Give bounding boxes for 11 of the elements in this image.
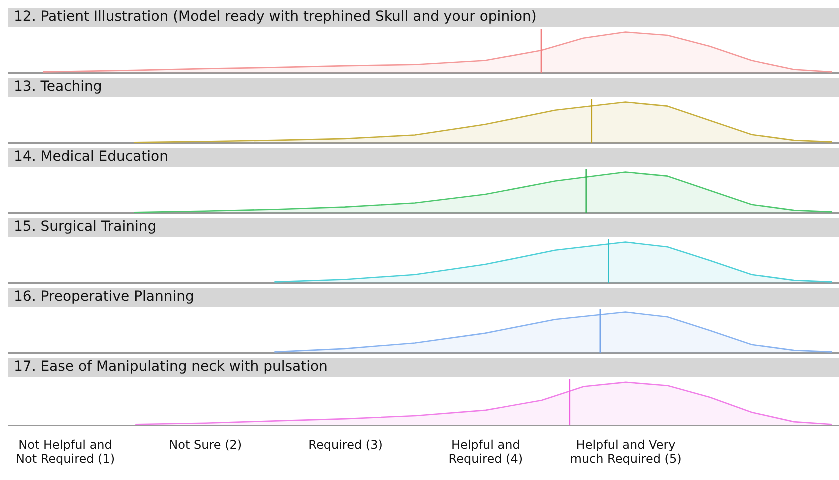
chart-title: 14. Medical Education: [8, 148, 839, 167]
x-tick-label: Not Sure (2): [169, 438, 242, 452]
x-tick-label: Not Helpful and Not Required (1): [16, 438, 116, 466]
chart-title: 15. Surgical Training: [8, 218, 839, 237]
chart-title: 13. Teaching: [8, 78, 839, 97]
chart-title: 17. Ease of Manipulating neck with pulsation: [8, 358, 839, 377]
x-tick-label: Required (3): [308, 438, 383, 452]
chart-title: 16. Preoperative Planning: [8, 288, 839, 307]
x-tick-label: Helpful and Required (4): [448, 438, 524, 466]
x-tick-label: Helpful and Very much Required (5): [570, 438, 682, 466]
chart-title: 12. Patient Illustration (Model ready with trephined Skull and your opinion): [8, 8, 839, 27]
